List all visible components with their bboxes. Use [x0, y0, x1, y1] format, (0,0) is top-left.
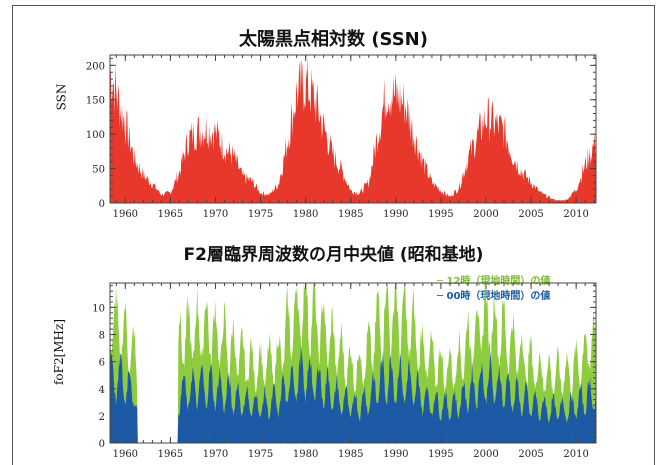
ssn-chart-title: 太陽黒点相対数 (SSN) — [239, 29, 428, 50]
series-area-ssn — [110, 56, 596, 204]
x-tick-label: 1990 — [383, 449, 408, 460]
legend-noon: ─ 12時（現地時間）の値 — [437, 276, 551, 287]
x-tick-label: 1995 — [428, 449, 453, 460]
x-tick-label: 1960 — [113, 449, 138, 460]
x-tick-label: 1970 — [203, 209, 228, 220]
x-tick-label: 1990 — [383, 209, 408, 220]
x-tick-label: 1975 — [248, 209, 273, 220]
y-tick-label: 0 — [99, 439, 105, 450]
x-tick-label: 2005 — [518, 209, 543, 220]
x-tick-label: 1970 — [203, 449, 228, 460]
x-tick-label: 2000 — [473, 449, 498, 460]
legend-midnight: ─ 00時（現地時間）の値 — [437, 291, 551, 302]
x-tick-label: 1985 — [338, 449, 363, 460]
x-tick-label: 2010 — [563, 449, 588, 460]
x-tick-label: 1985 — [338, 209, 363, 220]
x-tick-label: 1965 — [158, 209, 183, 220]
y-tick-label: 8 — [99, 331, 105, 342]
x-tick-label: 2005 — [518, 449, 543, 460]
x-tick-label: 1960 — [113, 209, 138, 220]
y-tick-label: 4 — [99, 385, 105, 396]
y-tick-label: 0 — [99, 199, 105, 210]
x-tick-label: 1995 — [428, 209, 453, 220]
x-tick-label: 2010 — [563, 209, 588, 220]
x-tick-label: 1980 — [293, 209, 318, 220]
plot-frame — [109, 282, 597, 444]
y-tick-label: 2 — [99, 412, 105, 423]
y-tick-label: 6 — [99, 358, 105, 369]
x-tick-label: 2000 — [473, 209, 498, 220]
plot-frame — [109, 54, 597, 204]
fof2-chart-title: F2層臨界周波数の月中央値 (昭和基地) — [183, 245, 484, 265]
x-tick-label: 1975 — [248, 449, 273, 460]
y-tick-label: 100 — [86, 130, 105, 141]
y-tick-label: 200 — [86, 61, 105, 72]
y-tick-label: 150 — [86, 96, 105, 107]
series-area-midnight — [110, 343, 596, 443]
y-tick-label: 10 — [92, 303, 105, 314]
x-tick-label: 1965 — [158, 449, 183, 460]
y-tick-label: 50 — [92, 165, 105, 176]
x-tick-label: 1980 — [293, 449, 318, 460]
